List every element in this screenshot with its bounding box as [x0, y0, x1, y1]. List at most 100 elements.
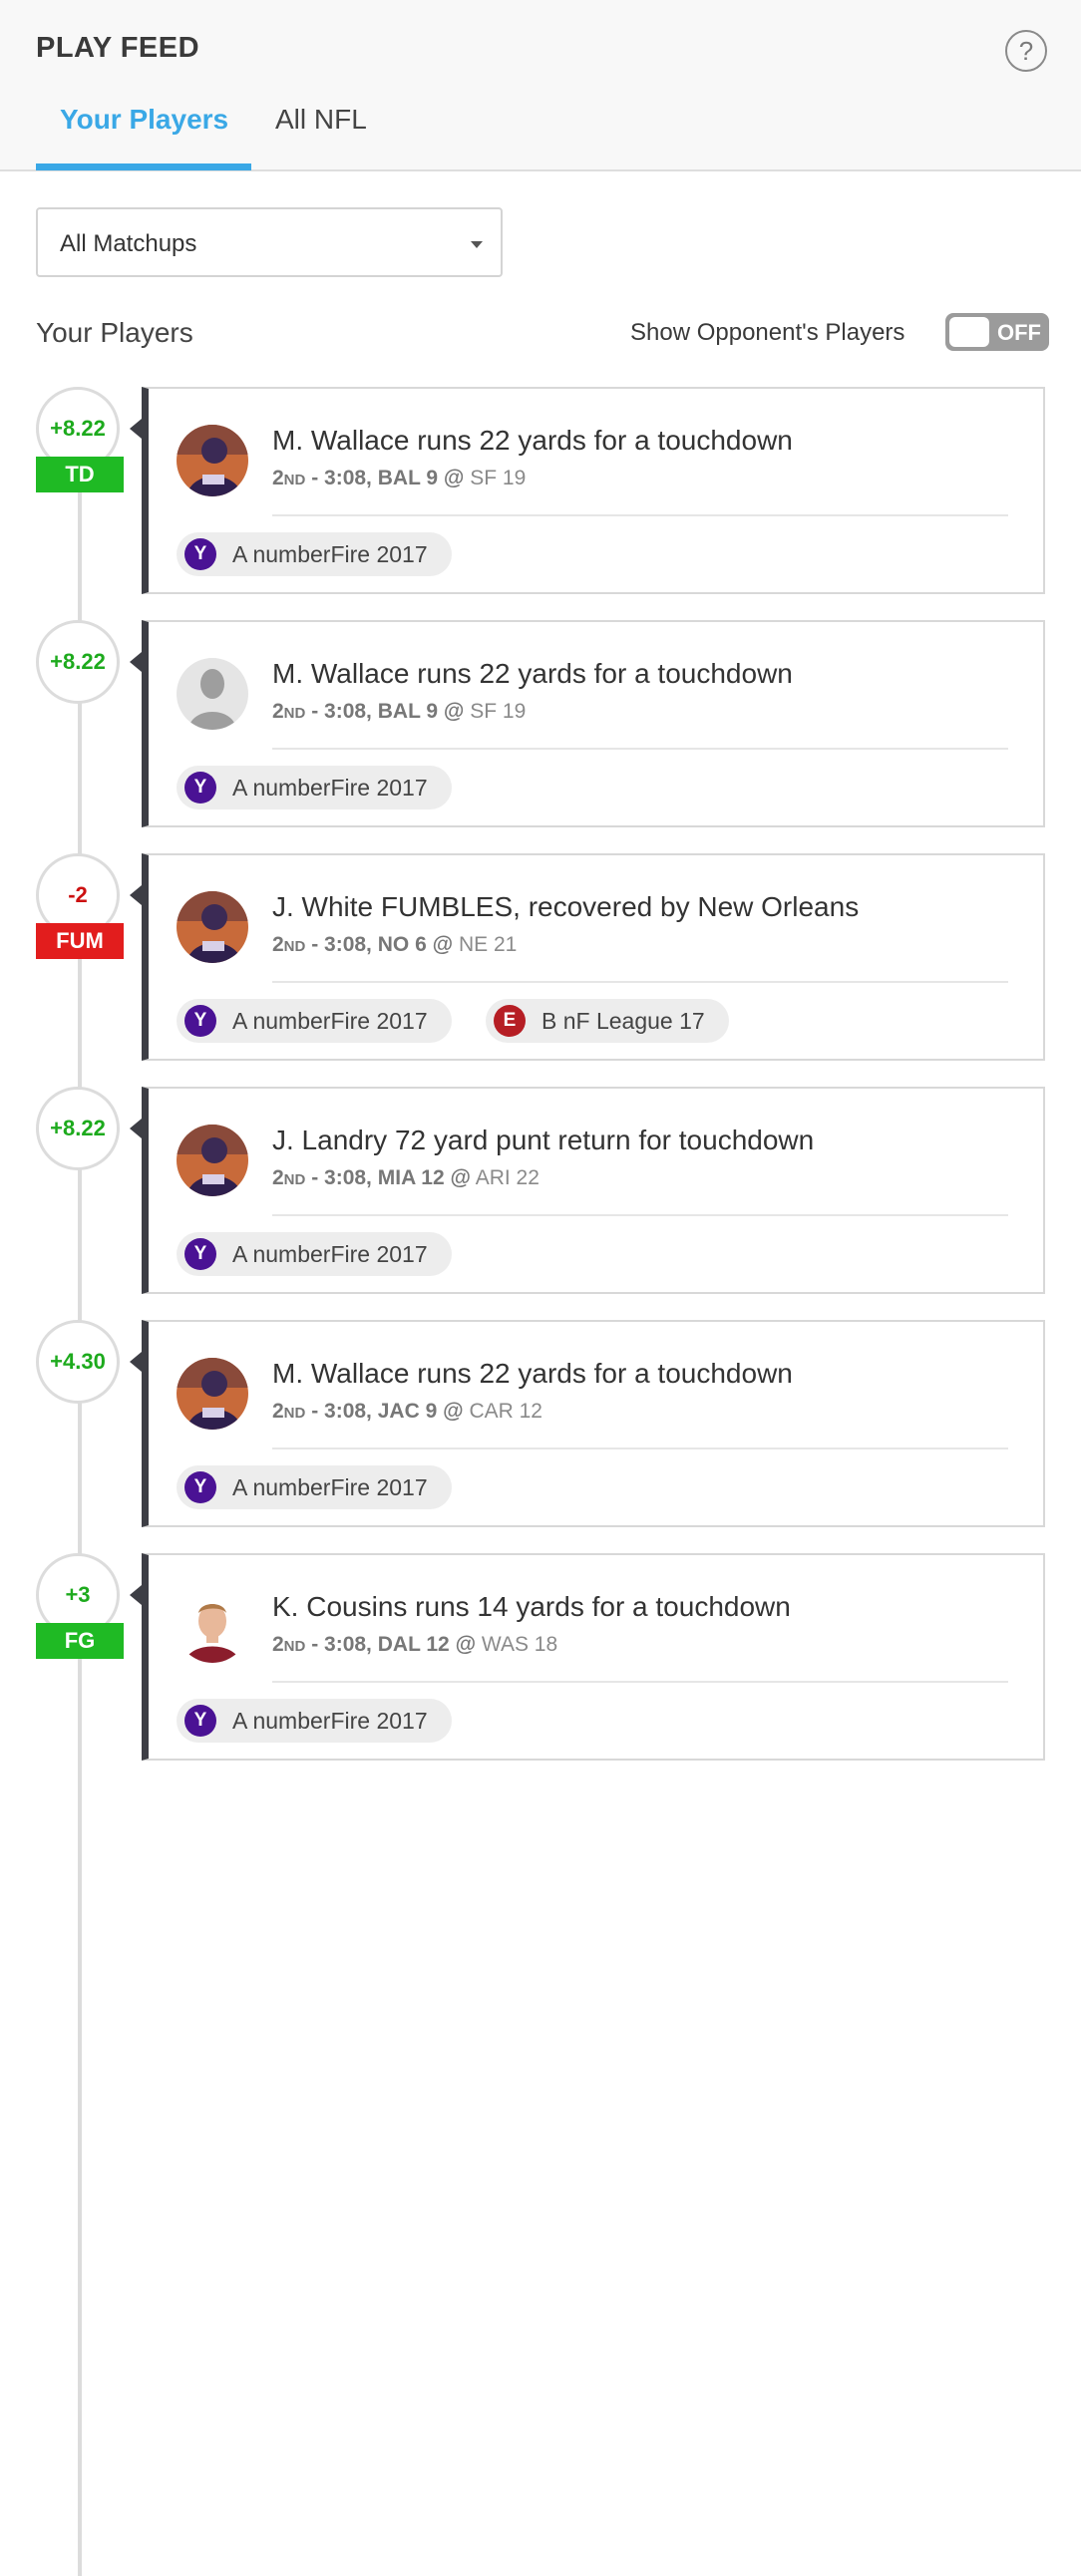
meta-separator: -	[305, 467, 325, 489]
tab-all-nfl[interactable]: All NFL	[275, 104, 367, 135]
play-meta: 2nd - 3:08, NO 6 @ NE 21	[272, 933, 517, 957]
play-card[interactable]: J. Landry 72 yard punt return for touchd…	[142, 1087, 1045, 1294]
team-opponent: WAS 18	[481, 1633, 558, 1656]
play-clock: 3:08,	[324, 1633, 372, 1656]
play-clock: 3:08,	[324, 1166, 372, 1189]
card-divider	[272, 748, 1008, 750]
matchup-select[interactable]: All Matchups	[36, 207, 503, 277]
team-opponent: SF 19	[470, 700, 527, 723]
avatar	[177, 425, 248, 496]
play-meta: 2nd - 3:08, BAL 9 @ SF 19	[272, 467, 526, 490]
team-possession: DAL 12	[377, 1633, 450, 1656]
at-symbol: @	[450, 1166, 471, 1189]
opponent-players-toggle[interactable]: OFF	[945, 313, 1049, 351]
toggle-knob	[949, 317, 989, 347]
page-title: PLAY FEED	[36, 32, 200, 64]
score-circle: +8.22	[36, 1087, 120, 1170]
play-headline: M. Wallace runs 22 yards for a touchdown	[272, 1358, 793, 1389]
league-pill[interactable]: Y A numberFire 2017	[177, 532, 452, 576]
play-quarter: 2nd	[272, 1166, 306, 1189]
avatar	[177, 1125, 248, 1196]
play-card[interactable]: K. Cousins runs 14 yards for a touchdown…	[142, 1553, 1045, 1761]
caret-down-icon	[471, 241, 483, 248]
league-name: A numberFire 2017	[232, 1708, 428, 1734]
meta-separator: -	[305, 1633, 325, 1656]
play-quarter: 2nd	[272, 1633, 306, 1656]
card-pointer	[130, 885, 142, 905]
play-type-badge: FG	[36, 1623, 124, 1659]
play-headline: M. Wallace runs 22 yards for a touchdown	[272, 425, 793, 456]
league-pill[interactable]: Y A numberFire 2017	[177, 1232, 452, 1276]
play-card[interactable]: M. Wallace runs 22 yards for a touchdown…	[142, 620, 1045, 827]
play-clock: 3:08,	[324, 700, 372, 723]
league-name: B nF League 17	[541, 1008, 705, 1034]
timeline-line	[78, 419, 82, 2576]
section-title: Your Players	[36, 317, 193, 348]
play-card[interactable]: J. White FUMBLES, recovered by New Orlea…	[142, 853, 1045, 1061]
avatar	[177, 1591, 248, 1663]
play-clock: 3:08,	[324, 1400, 372, 1423]
at-symbol: @	[443, 467, 465, 489]
play-headline: J. White FUMBLES, recovered by New Orlea…	[272, 891, 860, 922]
play-clock: 3:08,	[324, 467, 372, 489]
help-icon[interactable]: ?	[1005, 30, 1047, 72]
card-pointer	[130, 1119, 142, 1138]
card-divider	[272, 1214, 1008, 1216]
team-opponent: CAR 12	[469, 1400, 542, 1423]
play-quarter: 2nd	[272, 467, 306, 489]
active-tab-indicator	[36, 163, 251, 170]
avatar	[177, 891, 248, 963]
toggle-state: OFF	[997, 320, 1041, 345]
league-name: A numberFire 2017	[232, 1241, 428, 1267]
team-possession: NO 6	[377, 933, 427, 956]
at-symbol: @	[443, 1400, 464, 1423]
card-divider	[272, 1681, 1008, 1683]
league-pill[interactable]: E B nF League 17	[486, 999, 729, 1043]
league-name: A numberFire 2017	[232, 541, 428, 567]
play-clock: 3:08,	[324, 933, 372, 956]
league-name: A numberFire 2017	[232, 1474, 428, 1500]
card-divider	[272, 981, 1008, 983]
card-pointer	[130, 419, 142, 439]
card-divider	[272, 1448, 1008, 1449]
team-possession: JAC 9	[377, 1400, 438, 1423]
league-pill[interactable]: Y A numberFire 2017	[177, 1699, 452, 1743]
play-quarter: 2nd	[272, 933, 306, 956]
play-headline: J. Landry 72 yard punt return for touchd…	[272, 1125, 815, 1155]
play-meta: 2nd - 3:08, MIA 12 @ ARI 22	[272, 1166, 540, 1190]
play-type-badge: FUM	[36, 923, 124, 959]
league-name: A numberFire 2017	[232, 775, 428, 801]
team-possession: BAL 9	[377, 467, 439, 489]
play-meta: 2nd - 3:08, JAC 9 @ CAR 12	[272, 1400, 542, 1424]
header: PLAY FEED ? Your Players All NFL	[0, 0, 1081, 171]
league-pill[interactable]: Y A numberFire 2017	[177, 766, 452, 809]
play-card[interactable]: M. Wallace runs 22 yards for a touchdown…	[142, 1320, 1045, 1527]
score-circle: +4.30	[36, 1320, 120, 1404]
team-possession: BAL 9	[377, 700, 439, 723]
score-circle: +8.22	[36, 620, 120, 704]
yahoo-icon: Y	[184, 1471, 216, 1503]
at-symbol: @	[455, 1633, 477, 1656]
play-meta: 2nd - 3:08, BAL 9 @ SF 19	[272, 700, 526, 724]
play-headline: M. Wallace runs 22 yards for a touchdown	[272, 658, 793, 689]
play-quarter: 2nd	[272, 1400, 306, 1423]
league-pill[interactable]: Y A numberFire 2017	[177, 999, 452, 1043]
play-meta: 2nd - 3:08, DAL 12 @ WAS 18	[272, 1633, 557, 1657]
play-headline: K. Cousins runs 14 yards for a touchdown	[272, 1591, 791, 1622]
espn-icon: E	[494, 1005, 526, 1037]
avatar	[177, 1358, 248, 1430]
team-opponent: NE 21	[458, 933, 518, 956]
card-divider	[272, 514, 1008, 516]
play-quarter: 2nd	[272, 700, 306, 723]
league-pill[interactable]: Y A numberFire 2017	[177, 1465, 452, 1509]
meta-separator: -	[305, 700, 325, 723]
team-opponent: ARI 22	[475, 1166, 540, 1189]
yahoo-icon: Y	[184, 1238, 216, 1270]
yahoo-icon: Y	[184, 1005, 216, 1037]
tab-your-players[interactable]: Your Players	[60, 104, 229, 135]
yahoo-icon: Y	[184, 772, 216, 804]
play-card[interactable]: M. Wallace runs 22 yards for a touchdown…	[142, 387, 1045, 594]
yahoo-icon: Y	[184, 538, 216, 570]
yahoo-icon: Y	[184, 1705, 216, 1737]
card-pointer	[130, 1352, 142, 1372]
